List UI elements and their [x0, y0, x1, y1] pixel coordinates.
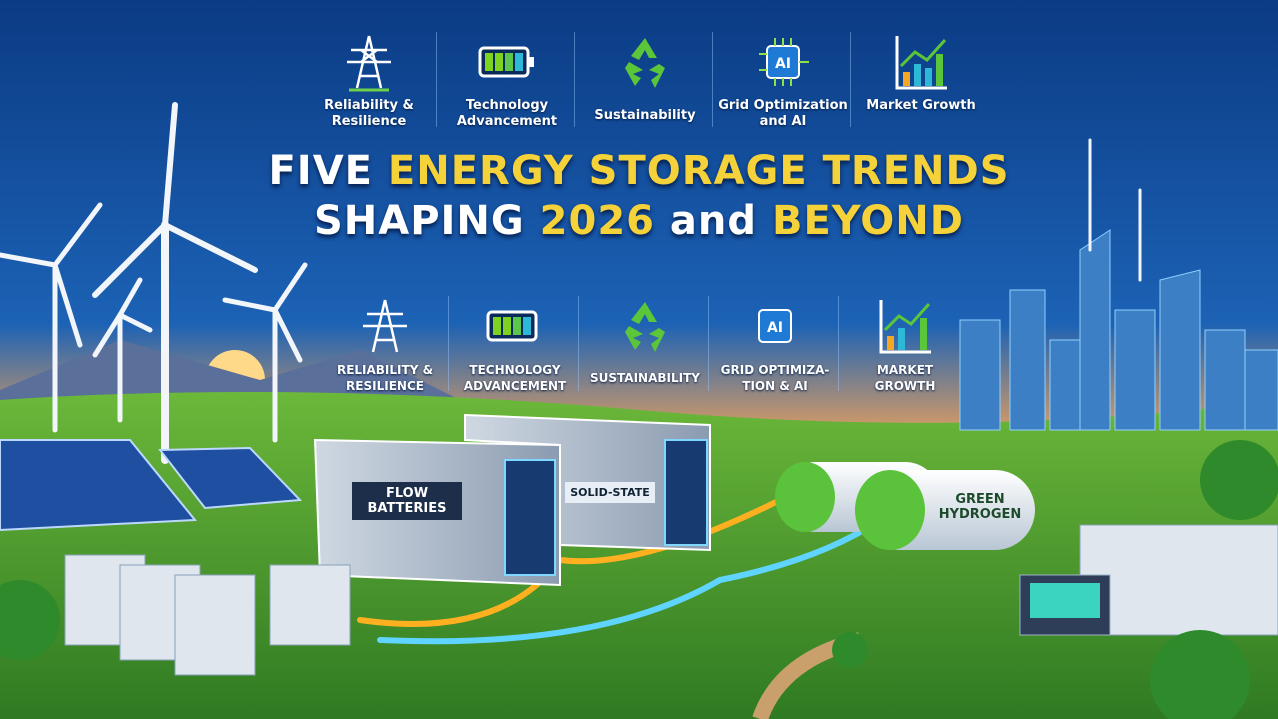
- recycle-icon: [625, 38, 665, 88]
- trend-reliability: Reliability & Resilience: [300, 32, 438, 130]
- trend-label: SUSTAINABILITY: [590, 371, 700, 385]
- trend-reliability: RELIABILITY & RESILIENCE: [320, 296, 450, 394]
- green-hydrogen-label: GREEN HYDROGEN: [938, 492, 1022, 522]
- trend-technology: TECHNOLOGY ADVANCEMENT: [448, 296, 580, 394]
- trend-grid-ai: AI Grid Optimization and AI: [712, 32, 852, 130]
- title-part: and: [655, 198, 772, 244]
- page-title: FIVE ENERGY STORAGE TRENDS SHAPING 2026 …: [0, 146, 1278, 246]
- trend-sustainability: SUSTAINABILITY: [578, 296, 710, 391]
- flow-batteries-label: FLOW BATTERIES: [352, 482, 462, 520]
- trend-label: RELIABILITY & RESILIENCE: [336, 363, 434, 393]
- title-part: FIVE: [268, 148, 388, 194]
- battery-cabinets: [64, 554, 351, 676]
- trend-label: MARKET GROWTH: [874, 363, 936, 393]
- solid-state-label: SOLID-STATE: [565, 482, 655, 503]
- trend-sustainability: Sustainability: [574, 32, 714, 127]
- substation-and-control-panel: [1019, 524, 1278, 636]
- hydrogen-tanks: [775, 462, 1035, 550]
- title-part: BEYOND: [771, 198, 964, 244]
- trend-label: Grid Optimization and AI: [718, 98, 848, 129]
- title-part: 2026: [539, 198, 655, 244]
- trend-label: GRID OPTIMIZA-TION & AI: [720, 363, 830, 393]
- title-part: SHAPING: [313, 198, 540, 244]
- ai-chip-icon: AI: [759, 38, 809, 86]
- solar-panels: [0, 439, 303, 532]
- trends-bottom-row: RELIABILITY & RESILIENCE TECHNOLOGY ADVA…: [320, 296, 970, 394]
- trend-market: Market Growth: [850, 32, 990, 127]
- trend-label: Market Growth: [866, 98, 976, 113]
- svg-text:AI: AI: [775, 56, 791, 72]
- trend-market: MARKET GROWTH: [838, 296, 970, 394]
- growth-chart-icon: [895, 36, 947, 90]
- trend-label: Sustainability: [594, 108, 696, 123]
- trees: [0, 440, 1278, 719]
- title-part: ENERGY STORAGE TRENDS: [387, 148, 1010, 194]
- transmission-tower-icon: [363, 299, 407, 353]
- ai-chip-icon: AI: [758, 309, 792, 343]
- trend-label: Technology Advancement: [456, 98, 558, 129]
- city-skyline: [959, 229, 1278, 431]
- trend-technology: Technology Advancement: [436, 32, 576, 130]
- trends-top-row: Reliability & Resilience Technology Adva…: [300, 32, 990, 130]
- battery-icon: [486, 310, 538, 342]
- svg-text:AI: AI: [767, 320, 783, 336]
- transmission-tower-icon: [347, 35, 391, 92]
- trend-grid-ai: AI GRID OPTIMIZA-TION & AI: [708, 296, 840, 394]
- wind-turbines: [0, 102, 1142, 464]
- recycle-icon: [625, 302, 665, 352]
- growth-chart-icon: [879, 300, 931, 354]
- trend-label: Reliability & Resilience: [324, 98, 414, 129]
- trend-label: TECHNOLOGY ADVANCEMENT: [463, 363, 567, 393]
- battery-icon: [478, 46, 534, 78]
